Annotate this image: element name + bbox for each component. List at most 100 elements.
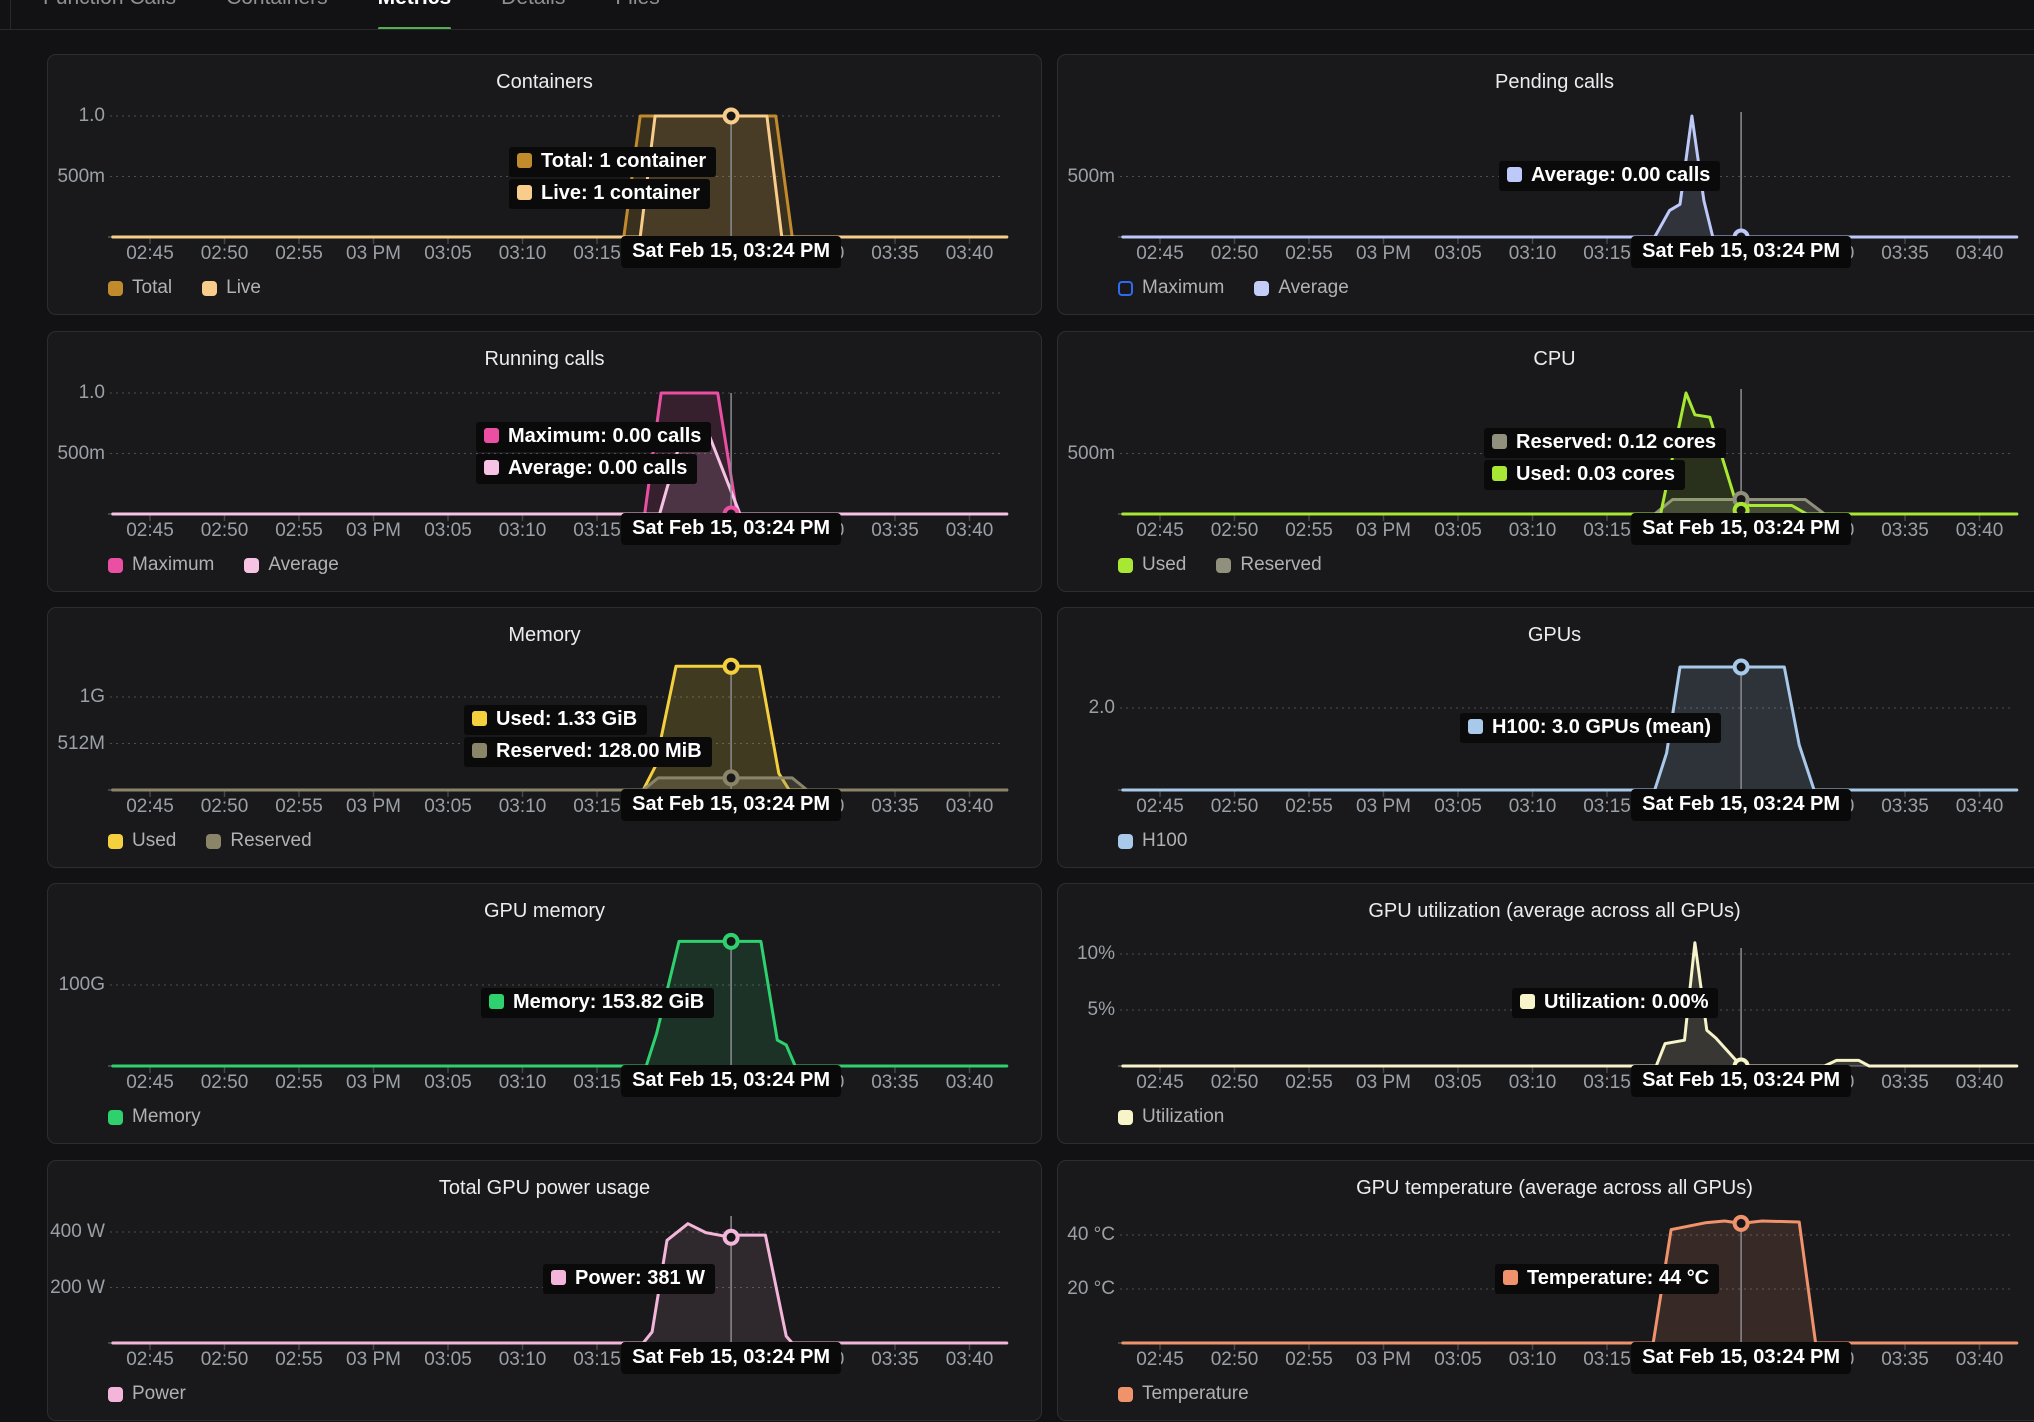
x-axis-label: 02:50 — [1210, 520, 1259, 541]
legend-item-average[interactable]: Average — [244, 554, 339, 576]
tab-containers[interactable]: Containers — [226, 0, 328, 29]
x-axis-label: 03 PM — [1356, 243, 1411, 264]
chart-title: Total GPU power usage — [438, 1177, 651, 1199]
hover-tooltip: Temperature: 44 °C — [1495, 1264, 1720, 1296]
legend-swatch — [1118, 833, 1133, 849]
legend-item-used[interactable]: Used — [1118, 554, 1186, 576]
x-axis-label: 02:50 — [1210, 1072, 1259, 1093]
legend-item-maximum[interactable]: Maximum — [1118, 277, 1224, 299]
x-axis-label: 03:35 — [1881, 1349, 1929, 1370]
legend-label: Maximum — [132, 554, 215, 575]
x-axis-label: 02:45 — [126, 1349, 174, 1370]
tab-files[interactable]: Files — [615, 0, 659, 29]
x-axis-label: 03:05 — [424, 796, 472, 817]
tooltip-text: Power: 381 W — [575, 1267, 706, 1289]
x-axis-label: 02:50 — [200, 520, 249, 541]
tooltip-series-swatch — [1492, 466, 1507, 481]
x-axis-label: 03:35 — [871, 243, 919, 264]
legend-item-utilization[interactable]: Utilization — [1118, 1106, 1224, 1128]
legend-item-used[interactable]: Used — [108, 830, 176, 852]
x-axis-label: 03:10 — [1508, 243, 1557, 264]
chart-plot-gpus[interactable] — [1058, 608, 2034, 869]
x-axis-label: 03:10 — [1508, 520, 1557, 541]
x-axis-label: 03:10 — [498, 1349, 547, 1370]
chart-title: GPU temperature (average across all GPUs… — [1356, 1177, 1753, 1199]
legend-swatch — [108, 1386, 123, 1402]
legend-item-total[interactable]: Total — [108, 277, 172, 299]
x-axis-label: 03:10 — [498, 796, 547, 817]
x-axis-label: 02:55 — [1285, 1349, 1333, 1370]
y-axis-label: 1G — [79, 686, 105, 707]
tooltip-text: Reserved: 128.00 MiB — [496, 740, 702, 762]
legend-item-memory[interactable]: Memory — [108, 1106, 201, 1128]
x-axis-label: 03:15 — [573, 520, 621, 541]
hover-tooltip: Used: 1.33 GiB Reserved: 128.00 MiB — [464, 705, 712, 769]
x-axis-label: 03:05 — [1434, 796, 1482, 817]
y-axis-label: 1.0 — [78, 382, 105, 403]
legend-swatch — [108, 833, 123, 849]
chart-plot-gpu-memory[interactable] — [48, 884, 1043, 1145]
x-axis-label: 03:15 — [1583, 1072, 1631, 1093]
tooltip-text: H100: 3.0 GPUs (mean) — [1492, 716, 1711, 738]
x-axis-label: 03:10 — [498, 520, 547, 541]
chart-plot-gpu-power[interactable] — [48, 1161, 1043, 1422]
tooltip-row: H100: 3.0 GPUs (mean) — [1460, 713, 1721, 743]
tooltip-row: Temperature: 44 °C — [1495, 1264, 1720, 1294]
legend-item-temperature[interactable]: Temperature — [1118, 1383, 1249, 1405]
legend-label: Average — [1278, 277, 1349, 298]
hover-tooltip: Utilization: 0.00% — [1512, 988, 1719, 1020]
panel-left-border — [10, 0, 11, 30]
legend-item-power[interactable]: Power — [108, 1383, 186, 1405]
hover-tooltip: Memory: 153.82 GiB — [481, 988, 715, 1020]
hover-tooltip: H100: 3.0 GPUs (mean) — [1460, 713, 1721, 745]
legend-item-reserved[interactable]: Reserved — [1216, 554, 1322, 576]
tooltip-series-swatch — [551, 1270, 566, 1285]
chart-card-gpu-utilization: 10% 5% 02:45 02:50 02:55 03 PM 03:05 03:10 03:15… — [1057, 883, 2034, 1144]
legend-swatch — [202, 280, 218, 296]
legend-item-live[interactable]: Live — [202, 277, 261, 299]
x-axis-label: 03:05 — [424, 1349, 472, 1370]
chart-card-cpu: 500m 02:45 02:50 02:55 03 PM 03:05 03:10 03:15 0… — [1057, 331, 2034, 592]
y-axis-label: 500m — [57, 165, 105, 187]
x-axis-label: 03:40 — [1955, 243, 2004, 264]
x-axis-label: 02:50 — [200, 243, 249, 264]
y-axis-label: 500m — [57, 442, 105, 464]
legend-item-average[interactable]: Average — [1254, 277, 1349, 299]
legend-swatch — [1216, 557, 1232, 573]
tab-function-calls[interactable]: Function Calls — [43, 0, 176, 29]
x-axis-label: 02:45 — [126, 1072, 174, 1093]
legend-swatch — [1118, 280, 1133, 296]
chart-legend: Utilization — [1118, 1106, 1224, 1128]
y-axis-label: 500m — [1067, 442, 1115, 464]
tab-label: Containers — [226, 0, 328, 10]
hover-tooltip: Total: 1 container Live: 1 container — [509, 147, 717, 211]
tooltip-row: Used: 0.03 cores — [1484, 460, 1685, 490]
x-axis-label: 03:40 — [945, 1349, 994, 1370]
tab-bar: Function Calls Containers Metrics Detail… — [0, 0, 2034, 30]
x-axis-label: 03 PM — [346, 1072, 401, 1093]
x-axis-label: 02:55 — [275, 243, 323, 264]
x-axis-label: 02:55 — [275, 796, 323, 817]
tab-label: Files — [615, 0, 659, 10]
x-axis-label: 03:15 — [573, 243, 621, 264]
chart-plot-gpu-utilization[interactable] — [1058, 884, 2034, 1145]
x-axis-label: 03:15 — [1583, 520, 1631, 541]
tab-metrics[interactable]: Metrics — [377, 0, 452, 29]
x-axis-label: 02:50 — [1210, 796, 1259, 817]
y-axis-label: 40 °C — [1067, 1224, 1115, 1245]
chart-legend: Used Reserved — [1118, 554, 1322, 576]
hover-tooltip: Average: 0.00 calls — [1499, 161, 1721, 193]
tooltip-series-swatch — [1520, 994, 1535, 1009]
tab-details[interactable]: Details — [501, 0, 565, 29]
legend-label: Maximum — [1142, 277, 1225, 298]
legend-item-reserved[interactable]: Reserved — [206, 830, 312, 852]
legend-item-h100[interactable]: H100 — [1118, 830, 1187, 852]
x-axis-label: 03:10 — [1508, 796, 1557, 817]
chart-title: Running calls — [484, 348, 605, 370]
legend-swatch — [108, 557, 123, 573]
chart-card-containers: 1.0 500m 02:45 02:50 02:55 03 PM 03:05 03:10 03:… — [47, 54, 1042, 315]
legend-label: Reserved — [1240, 554, 1322, 575]
legend-item-maximum[interactable]: Maximum — [108, 554, 214, 576]
x-axis-label: 03:40 — [945, 796, 994, 817]
